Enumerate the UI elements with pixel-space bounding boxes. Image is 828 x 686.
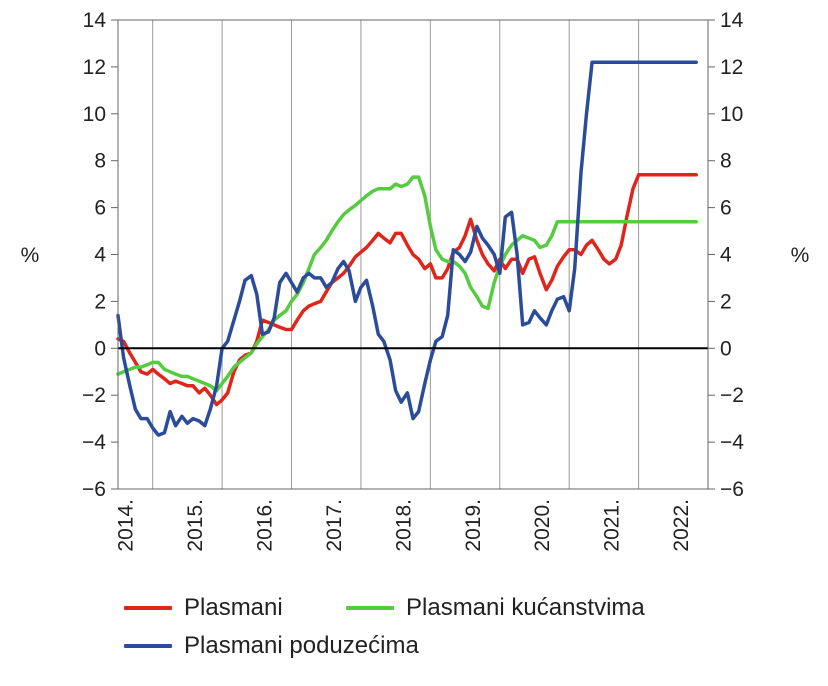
y-tick-label-left: 12: [83, 56, 106, 79]
y-tick-label-right: 2: [720, 290, 732, 313]
x-tick-label: 2022.: [670, 499, 693, 552]
x-tick-label: 2019.: [462, 499, 485, 552]
plot-frame: [117, 19, 709, 490]
legend-item-plasmani-kucanstvima: Plasmani kućanstvima: [346, 594, 645, 622]
x-tick-label: 2020.: [531, 499, 554, 552]
y-tick-label-right: 6: [720, 197, 732, 220]
y-tick-label-left: 10: [83, 103, 106, 126]
series-line-plasmani: [116, 173, 698, 407]
data-series: [116, 60, 698, 437]
y-tick-label-left: 8: [94, 150, 106, 173]
y-tick-label-right: 12: [720, 56, 743, 79]
legend-swatch-plasmani-kucanstvima: [346, 606, 394, 610]
y-tick-label-right: 10: [720, 103, 743, 126]
series-line-plasmani-ku-anstvima: [116, 175, 698, 393]
x-tick-label: 2016.: [254, 499, 277, 552]
y-tick-label-left: −6: [82, 478, 106, 501]
y-tick-label-left: −4: [82, 431, 106, 454]
x-tick-label: 2017.: [323, 499, 346, 552]
legend-label-plasmani: Plasmani: [184, 594, 283, 621]
y-tick-label-right: −2: [720, 384, 744, 407]
y-tick-label-left: −2: [82, 384, 106, 407]
legend-item-plasmani-poduzecima: Plasmani poduzećima: [124, 632, 419, 660]
left-axis-unit: %: [21, 244, 40, 267]
x-axis: 2014. 2015. 2016. 2017. 2018. 2019. 2020. 2021.…: [115, 499, 693, 552]
legend-swatch-plasmani: [124, 606, 172, 610]
right-y-axis: −6 −4 −2 0 2 4 6 8 10 12 14: [708, 9, 744, 501]
x-tick-label: 2014.: [115, 499, 138, 552]
y-tick-label-right: 14: [720, 9, 744, 32]
x-tick-label: 2021.: [601, 499, 624, 552]
y-tick-label-left: 0: [94, 337, 106, 360]
y-tick-label-left: 6: [94, 197, 106, 220]
y-tick-label-right: 8: [720, 150, 732, 173]
y-tick-label-right: 0: [720, 337, 732, 360]
y-tick-label-left: 4: [94, 244, 106, 267]
y-tick-label-right: −4: [720, 431, 744, 454]
series-line-plasmani-poduze-ima: [116, 60, 698, 437]
y-tick-label-right: −6: [720, 478, 744, 501]
left-y-axis: −6 −4 −2 0 2 4 6 8 10 12 14: [82, 9, 118, 501]
legend-label-plasmani-kucanstvima: Plasmani kućanstvima: [406, 594, 645, 621]
right-axis-unit: %: [791, 244, 810, 267]
legend-item-plasmani: Plasmani: [124, 594, 283, 622]
x-tick-label: 2015.: [184, 499, 207, 552]
y-tick-label-right: 4: [720, 244, 732, 267]
y-tick-label-left: 14: [83, 9, 107, 32]
legend-swatch-plasmani-poduzecima: [124, 644, 172, 648]
y-tick-label-left: 2: [94, 290, 106, 313]
x-tick-label: 2018.: [392, 499, 415, 552]
vertical-gridlines: [152, 20, 640, 489]
legend-label-plasmani-poduzecima: Plasmani poduzećima: [184, 632, 419, 659]
